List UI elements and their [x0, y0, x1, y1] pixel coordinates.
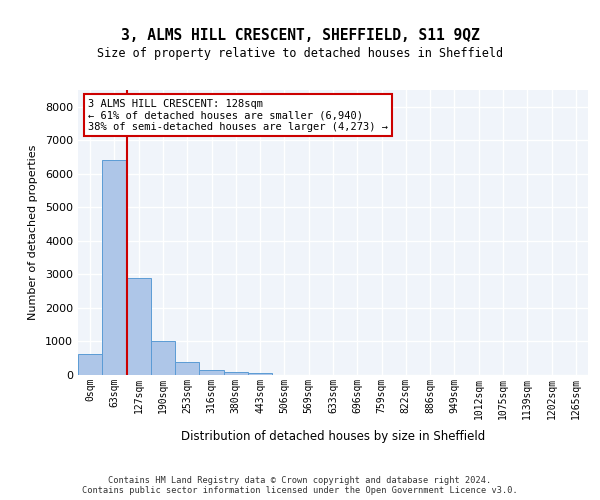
Text: 3 ALMS HILL CRESCENT: 128sqm
← 61% of detached houses are smaller (6,940)
38% of: 3 ALMS HILL CRESCENT: 128sqm ← 61% of de…: [88, 98, 388, 132]
Bar: [78, 354, 102, 375]
Bar: [199, 370, 224, 375]
Text: Size of property relative to detached houses in Sheffield: Size of property relative to detached ho…: [97, 48, 503, 60]
Bar: [102, 160, 127, 375]
Bar: [224, 372, 248, 375]
X-axis label: Distribution of detached houses by size in Sheffield: Distribution of detached houses by size …: [181, 430, 485, 443]
Bar: [127, 278, 151, 375]
Y-axis label: Number of detached properties: Number of detached properties: [28, 145, 38, 320]
Text: Contains HM Land Registry data © Crown copyright and database right 2024.
Contai: Contains HM Land Registry data © Crown c…: [82, 476, 518, 495]
Bar: [151, 342, 175, 375]
Bar: [248, 372, 272, 375]
Bar: [175, 362, 199, 375]
Text: 3, ALMS HILL CRESCENT, SHEFFIELD, S11 9QZ: 3, ALMS HILL CRESCENT, SHEFFIELD, S11 9Q…: [121, 28, 479, 42]
